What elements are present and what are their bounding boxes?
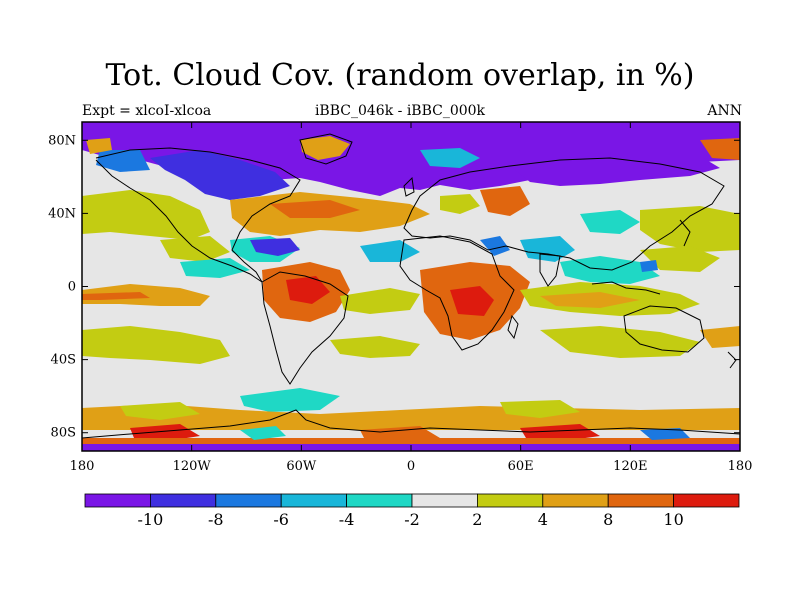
central-asia-yellow	[440, 194, 480, 214]
africa-blue	[480, 236, 510, 256]
n-atlantic-core	[270, 200, 360, 218]
scandinavia-cyan	[420, 148, 480, 168]
x-tick-label: 0	[407, 459, 415, 474]
colorbar-box	[411, 493, 478, 508]
region-arctic	[82, 122, 740, 200]
caribbean-blue	[250, 238, 300, 256]
x-tick-label: 120E	[613, 459, 647, 474]
x-tick-label: 180	[70, 459, 95, 474]
coast-madagascar	[507, 314, 519, 340]
x-tick-label: 120W	[173, 459, 212, 474]
coast-greenland	[299, 133, 353, 165]
colorbar-label: 4	[538, 510, 548, 529]
colorbar-label: -2	[404, 510, 420, 529]
s-atlantic-yellow	[330, 336, 420, 358]
region-s-midlat	[82, 326, 740, 364]
s-pacific-yellow	[82, 326, 230, 364]
coast-north-america	[95, 147, 301, 283]
colorbar-box	[673, 493, 740, 508]
colorbar-label: 2	[472, 510, 482, 529]
coast-africa	[399, 235, 515, 351]
colorbar-box	[476, 493, 544, 508]
coast-indonesia	[591, 281, 661, 295]
x-tick-label: 60W	[286, 459, 317, 474]
canada-blue	[96, 150, 150, 172]
s-ocean-yellow-patch	[120, 402, 200, 420]
colorbar-label: -6	[273, 510, 289, 529]
coast-eurasia	[403, 157, 725, 271]
antarctic-red	[130, 424, 200, 442]
colorbar-label: -10	[138, 510, 164, 529]
coast-australia	[623, 305, 705, 353]
y-tick-label: 0	[68, 280, 76, 295]
y-tick-label: 40S	[51, 353, 76, 368]
s-ocean-cyan	[240, 388, 340, 412]
alaska-orange	[86, 138, 112, 154]
antarctic-blue-bit	[640, 428, 690, 440]
experiment-label: Expt = xlcoI-xlcoa	[82, 103, 212, 119]
c-pacific-cyan	[180, 258, 250, 278]
canada-decrease	[150, 150, 290, 200]
siberia-band	[515, 148, 720, 186]
coast-india	[539, 253, 561, 287]
e-pacific-red-streak	[82, 292, 150, 300]
s-ocean-yellow-patch2	[500, 400, 580, 418]
x-tick-label: 60E	[508, 459, 534, 474]
coast-japan	[679, 219, 691, 247]
map-field	[82, 122, 740, 451]
y-tick-label: 80S	[51, 426, 76, 441]
colorbar-box	[215, 493, 282, 508]
colorbar-label: 10	[663, 510, 683, 529]
region-southern-ocean	[82, 388, 740, 451]
plot-title: Tot. Cloud Cov. (random overlap, in %)	[105, 58, 695, 93]
antarctic-red-2	[520, 424, 600, 442]
tibet-cyan	[520, 236, 575, 262]
bering-orange	[700, 138, 740, 160]
y-tick-label: 80N	[48, 133, 76, 148]
experiment-diff-label: iBBC_046k - iBBC_000k	[314, 103, 486, 119]
asia-orange	[480, 186, 530, 216]
season-label: ANN	[707, 103, 742, 119]
colorbar: -10 -8 -6 -4 -2 2 4 8 10	[84, 493, 740, 529]
colorbar-label: -4	[339, 510, 355, 529]
region-n-midlat	[82, 186, 740, 262]
na-yellow-band	[160, 236, 230, 262]
n-pacific-east-yellow	[640, 206, 740, 252]
y-axis: 80N 40N 0 40S 80S	[48, 133, 740, 441]
x-tick-label: 180	[728, 459, 753, 474]
s-indian-yellow	[540, 326, 700, 358]
coast-south-america	[261, 271, 349, 385]
colorbar-box	[346, 493, 413, 508]
trop-atlantic-yellow	[340, 288, 420, 314]
east-asia-cyan	[580, 210, 640, 234]
colorbar-box	[149, 493, 217, 508]
antarctic-cyan-bit	[240, 426, 286, 440]
africa-core-red	[450, 286, 494, 316]
s-pacific-east-orange	[700, 326, 740, 348]
colorbar-box	[280, 493, 348, 508]
colorbar-box	[607, 493, 675, 508]
maritime-yellow	[640, 246, 720, 272]
colorbar-box	[84, 493, 151, 508]
indian-ocean-orange	[540, 292, 640, 308]
coast-antarctica	[82, 409, 740, 439]
colorbar-label: 8	[603, 510, 613, 529]
y-tick-label: 40N	[48, 206, 76, 221]
x-axis: 180 120W 60W 0 60E 120E 180	[70, 122, 753, 474]
colorbar-box	[542, 493, 609, 508]
amazon-core-red	[286, 276, 330, 304]
e-pacific-orange	[82, 284, 210, 306]
coast-north-america-west	[95, 159, 263, 283]
mediterranean-cyan	[360, 240, 420, 262]
coast-uk	[403, 176, 415, 197]
n-pacific-yellow	[82, 190, 210, 240]
colorbar-label: -8	[208, 510, 224, 529]
maritime-blue	[640, 260, 658, 272]
greenland-orange	[300, 136, 350, 160]
